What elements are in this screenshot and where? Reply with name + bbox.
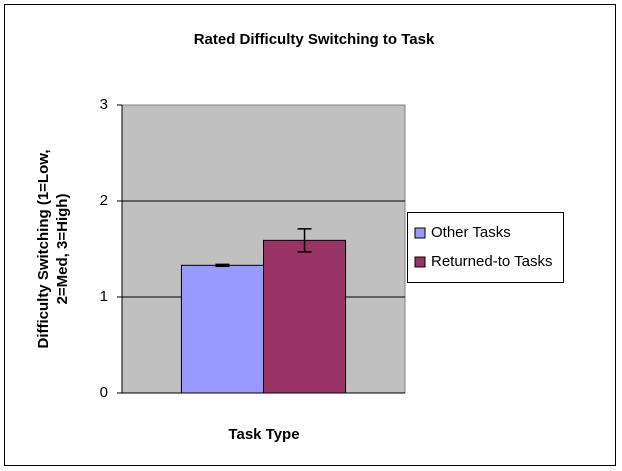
chart-title: Rated Difficulty Switching to Task <box>194 31 435 48</box>
y-axis-label-line: Difficulty Switching (1=Low, <box>35 149 52 348</box>
bar <box>263 239 347 394</box>
error-bar <box>215 263 230 268</box>
y-tick-label: 3 <box>100 96 108 113</box>
legend <box>407 212 564 283</box>
y-tick-label: 1 <box>100 288 108 305</box>
x-axis-label: Task Type <box>228 426 299 443</box>
y-axis-label-line: 2=Med, 3=High) <box>54 194 71 305</box>
y-tick-label: 2 <box>100 192 108 209</box>
legend-swatch <box>414 256 426 268</box>
y-tick-label: 0 <box>100 384 108 401</box>
legend-label: Other Tasks <box>431 224 511 241</box>
legend-swatch <box>414 227 426 239</box>
legend-label: Returned-to Tasks <box>431 253 552 270</box>
error-bar <box>297 228 312 253</box>
y-axis-label: Difficulty Switching (1=Low, 2=Med, 3=Hi… <box>35 149 71 348</box>
bar <box>180 264 264 394</box>
